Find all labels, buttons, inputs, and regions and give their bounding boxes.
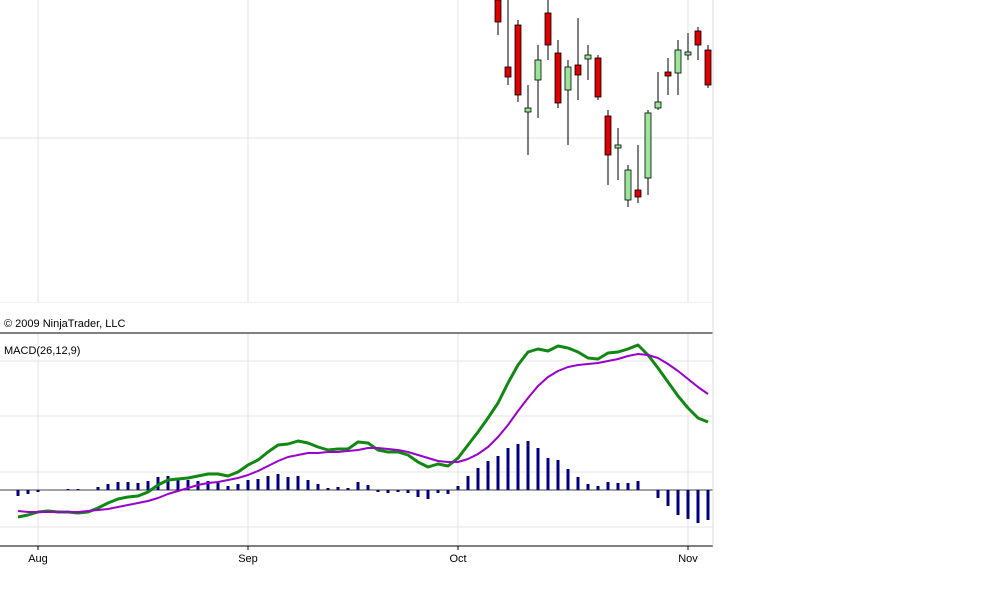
- histogram-bar: [386, 490, 390, 493]
- histogram-bar: [426, 490, 430, 499]
- histogram-bar: [616, 483, 620, 490]
- histogram-bar: [76, 489, 80, 490]
- candle-body: [704, 49, 712, 86]
- histogram-bar: [306, 480, 310, 490]
- histogram-bar: [216, 482, 220, 490]
- histogram-bar: [346, 488, 350, 490]
- histogram-bar: [586, 484, 590, 490]
- histogram-bar: [446, 490, 450, 494]
- histogram-bar: [596, 486, 600, 490]
- candle-body: [644, 112, 652, 179]
- histogram-bar: [696, 490, 700, 523]
- histogram-bar: [286, 477, 290, 490]
- candle-body: [524, 107, 532, 113]
- histogram-bar: [106, 484, 110, 490]
- candle-body: [594, 57, 602, 98]
- candle-body: [514, 24, 522, 96]
- candle-body: [584, 54, 592, 60]
- histogram-bar: [136, 483, 140, 490]
- histogram-bar: [206, 481, 210, 490]
- price-panel: [0, 0, 713, 303]
- histogram-bar: [16, 490, 20, 496]
- histogram-bar: [456, 486, 460, 490]
- histogram-bar: [296, 476, 300, 490]
- histogram-bar: [496, 456, 500, 490]
- axis-layer: Aug Sep Oct Nov: [28, 546, 698, 565]
- candle-body: [554, 52, 562, 104]
- histogram-bar: [546, 458, 550, 490]
- histogram-bar: [366, 485, 370, 490]
- x-tick-label: Oct: [449, 553, 466, 565]
- histogram-bar: [436, 490, 440, 493]
- histogram-bar: [686, 490, 690, 519]
- histogram-bar: [126, 482, 130, 490]
- x-tick-label: Nov: [678, 553, 698, 565]
- histogram-bar: [606, 482, 610, 490]
- histogram-bar: [176, 478, 180, 490]
- indicator-title: MACD(26,12,9): [4, 345, 80, 357]
- histogram-bar: [486, 461, 490, 490]
- histogram-bar: [506, 448, 510, 490]
- histogram-bar: [356, 482, 360, 490]
- candle-body: [504, 66, 512, 78]
- histogram-bar: [336, 487, 340, 490]
- histogram-bar: [576, 477, 580, 490]
- histogram-bar: [636, 481, 640, 490]
- candle-body: [614, 144, 622, 149]
- x-tick-label: Aug: [28, 553, 48, 565]
- copyright: © 2009 NinjaTrader, LLC: [4, 318, 125, 330]
- histogram-bar: [266, 476, 270, 490]
- histogram-bar: [556, 460, 560, 490]
- candle-body: [674, 49, 682, 74]
- histogram-bar: [676, 490, 680, 515]
- histogram-bar: [476, 468, 480, 490]
- candle-body: [684, 51, 692, 56]
- candle-body: [604, 115, 612, 156]
- indicator-line: [17, 343, 709, 519]
- candle-body: [534, 59, 542, 81]
- histogram-bar: [526, 441, 530, 490]
- histogram-bar: [326, 488, 330, 490]
- histogram-bar: [96, 487, 100, 490]
- histogram-bar: [536, 448, 540, 490]
- candle-body: [574, 64, 582, 76]
- histogram-bar: [656, 490, 660, 498]
- macd-panel: [0, 334, 713, 546]
- histogram-bar: [186, 480, 190, 490]
- histogram-bar: [706, 490, 710, 520]
- indicator-line: [17, 353, 709, 513]
- x-tick-label: Sep: [238, 553, 258, 565]
- candle-body: [654, 101, 662, 109]
- histogram-bar: [276, 474, 280, 490]
- histogram-bar: [666, 490, 670, 506]
- candle-body: [564, 66, 572, 91]
- candle-body: [664, 71, 672, 77]
- candle-body: [694, 30, 702, 46]
- histogram-bar: [116, 482, 120, 490]
- histogram-bar: [406, 490, 410, 493]
- histogram-bar: [246, 480, 250, 490]
- histogram-bar: [316, 484, 320, 490]
- histogram-bar: [396, 490, 400, 492]
- histogram-bar: [146, 481, 150, 490]
- candle-body: [634, 189, 642, 198]
- histogram-bar: [26, 490, 30, 494]
- histogram-bar: [516, 444, 520, 490]
- candle-body: [544, 12, 552, 46]
- histogram-bar: [166, 476, 170, 490]
- histogram-bar: [466, 476, 470, 490]
- histogram-bar: [66, 489, 70, 490]
- histogram-bar: [566, 469, 570, 490]
- histogram-bar: [226, 486, 230, 490]
- histogram-bar: [376, 490, 380, 492]
- histogram-bar: [256, 479, 260, 490]
- histogram-bar: [626, 483, 630, 490]
- candle-body: [494, 0, 502, 23]
- histogram-bar: [236, 484, 240, 490]
- histogram-bar: [36, 490, 40, 492]
- candle-body: [624, 169, 632, 201]
- histogram-bar: [416, 490, 420, 497]
